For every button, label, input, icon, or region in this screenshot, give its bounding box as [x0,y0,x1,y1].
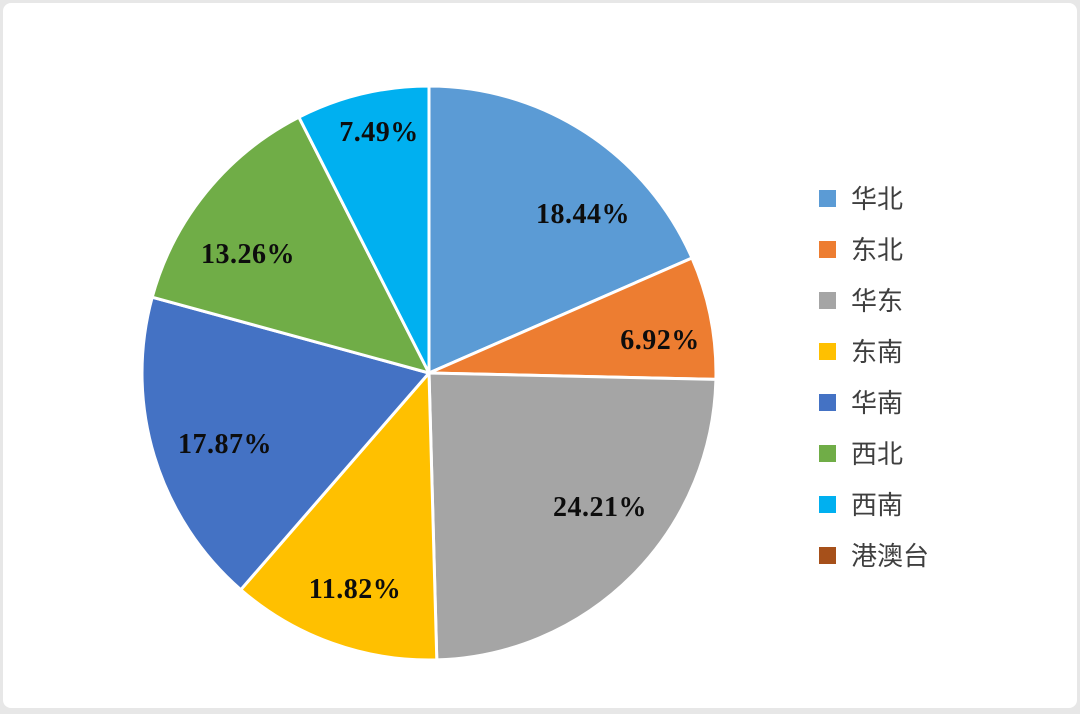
legend-item-8[interactable]: 港澳台 [819,530,929,581]
pie-chart [140,84,718,662]
chart-card: 18.44% 6.92% 24.21% 11.82% 17.87% 13.26% 7.49%… [3,3,1077,708]
pie-data-label-1: 18.44% [536,199,630,230]
legend-label: 西南 [851,489,904,520]
legend-item-5[interactable]: 华南 [819,377,929,428]
legend-item-1[interactable]: 华北 [819,173,929,224]
pie-chart-area: 18.44% 6.92% 24.21% 11.82% 17.87% 13.26% 7.49%… [3,3,1080,714]
legend-swatch-icon [819,547,836,564]
legend-item-6[interactable]: 西北 [819,428,929,479]
legend-item-3[interactable]: 华东 [819,275,929,326]
legend-label: 东南 [851,336,904,367]
pie-slice-7[interactable] [297,84,431,375]
legend-item-2[interactable]: 东北 [819,224,929,275]
legend-label: 东北 [851,234,904,265]
pie-slice-2[interactable] [427,256,718,381]
pie-slice-1[interactable] [427,84,694,375]
pie-data-label-4: 11.82% [308,574,402,605]
legend-label: 华南 [851,387,904,418]
pie-slice-5[interactable] [140,295,431,592]
pie-data-label-5: 17.87% [178,429,272,460]
pie-data-label-2: 6.92% [620,325,700,356]
legend-swatch-icon [819,241,836,258]
legend-swatch-icon [819,190,836,207]
legend-label: 港澳台 [851,540,930,571]
pie-slice-4[interactable] [239,371,439,662]
pie-data-label-6: 13.26% [201,239,295,270]
legend-swatch-icon [819,292,836,309]
legend-swatch-icon [819,343,836,360]
legend-item-7[interactable]: 西南 [819,479,929,530]
legend-item-4[interactable]: 东南 [819,326,929,377]
legend-swatch-icon [819,445,836,462]
legend: 华北东北华东东南华南西北西南港澳台 [819,173,929,581]
pie-slice-6[interactable] [150,115,431,375]
legend-label: 华东 [851,285,904,316]
pie-data-label-3: 24.21% [553,492,647,523]
legend-swatch-icon [819,394,836,411]
pie-slice-3[interactable] [427,371,718,662]
legend-swatch-icon [819,496,836,513]
pie-data-label-7: 7.49% [339,117,419,148]
legend-label: 华北 [851,183,904,214]
legend-label: 西北 [851,438,904,469]
